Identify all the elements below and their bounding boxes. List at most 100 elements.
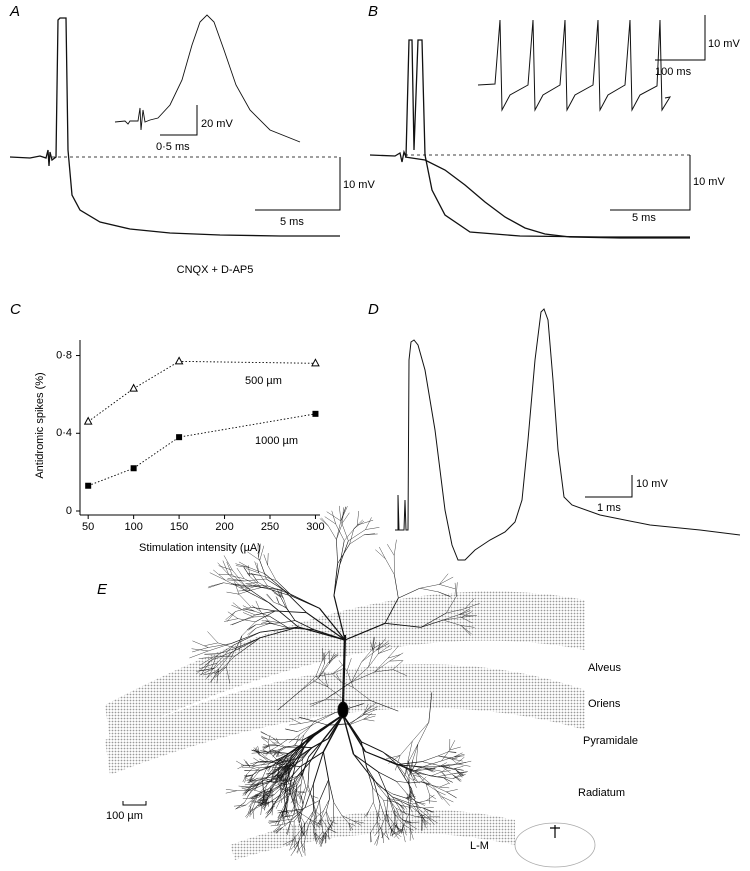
dendrite [266, 790, 275, 799]
dendrite [300, 747, 313, 757]
dendrite [273, 781, 287, 792]
dendrite [249, 804, 259, 814]
dendrite [213, 569, 226, 581]
dendrite [264, 787, 271, 792]
dendrite [252, 804, 262, 811]
dendrite [377, 821, 380, 836]
dendrite [363, 709, 377, 715]
dendrite [410, 759, 414, 774]
dendrite [441, 763, 457, 767]
dendrite [446, 789, 458, 793]
dendrite [252, 585, 268, 587]
dendrite [247, 780, 256, 783]
dendrite [300, 784, 302, 793]
dendrite [189, 650, 209, 659]
dendrite [300, 828, 303, 843]
dendrite [280, 787, 283, 794]
dendrite [224, 618, 239, 622]
dendrite [206, 662, 218, 679]
dendrite [272, 774, 278, 781]
dendrite [372, 779, 381, 804]
dendrite [267, 777, 279, 794]
dendrite [275, 596, 280, 604]
dendrite [439, 584, 456, 590]
dendrite [438, 591, 452, 598]
dendrite [296, 784, 302, 791]
dendrite [271, 763, 280, 767]
dendrite [299, 716, 329, 726]
dendrite [268, 602, 299, 628]
dendrite [267, 798, 269, 807]
dendrite [302, 730, 320, 741]
dendrite [279, 818, 294, 822]
dendrite [283, 589, 307, 613]
dendrite [431, 784, 447, 793]
dendrite [270, 784, 281, 791]
dendrite [208, 643, 232, 652]
dendrite [251, 606, 276, 612]
series-line [87, 360, 316, 422]
dendrite [281, 766, 286, 773]
dendrite [376, 812, 381, 821]
dendrite [394, 824, 401, 833]
dendrite [309, 818, 317, 831]
dendrite [400, 801, 408, 810]
dendrite [286, 766, 301, 783]
dendrite [260, 575, 277, 581]
dendrite [309, 699, 326, 705]
dendrite [261, 737, 269, 743]
dendrite [403, 824, 414, 831]
dendrite [296, 809, 305, 824]
dendrite [382, 751, 399, 766]
dendrite [277, 810, 289, 814]
dendrite [381, 830, 387, 839]
dendrite [283, 765, 288, 771]
dendrite [410, 781, 421, 784]
scale-bar [610, 155, 691, 211]
dendrite [318, 662, 329, 679]
dendrite [289, 809, 296, 824]
dendrite [382, 751, 398, 762]
dendrite [286, 785, 298, 791]
dendrite [277, 761, 284, 764]
dendrite [245, 583, 256, 587]
annotation: CNQX + D-AP5 [177, 264, 254, 276]
dendrite [387, 794, 395, 814]
dendrite [265, 772, 274, 775]
dendrite [287, 627, 315, 631]
dendrite [319, 607, 346, 641]
dendrite [423, 807, 433, 813]
trace [395, 308, 741, 561]
dendrite [421, 814, 428, 825]
dendrite [370, 641, 374, 653]
dendrite [396, 802, 405, 808]
dendrite [349, 719, 364, 725]
dendrite [377, 785, 389, 799]
dendrite [330, 820, 337, 825]
dendrite [299, 751, 324, 768]
dendrite [260, 799, 267, 806]
dendrite [327, 821, 333, 829]
dendrite [401, 812, 404, 825]
dendrite [248, 628, 257, 636]
dendrite [406, 822, 418, 830]
dendrite [255, 749, 260, 756]
dendrite [210, 655, 217, 670]
dendrite [240, 585, 253, 589]
dendrite [420, 612, 447, 628]
marker [129, 383, 138, 392]
dendrite [377, 771, 389, 796]
dendrite [363, 533, 378, 536]
dendrite [408, 776, 410, 784]
dendrite [270, 772, 274, 782]
dendrite [413, 775, 418, 782]
dendrite [245, 794, 259, 806]
dendrite [288, 788, 294, 797]
dendrite [283, 815, 293, 817]
dendrite [250, 769, 260, 771]
dendrite [279, 747, 287, 752]
dendrite [247, 624, 256, 630]
dendrite [249, 567, 265, 574]
dendrite [329, 652, 335, 664]
dendrite [380, 813, 387, 828]
